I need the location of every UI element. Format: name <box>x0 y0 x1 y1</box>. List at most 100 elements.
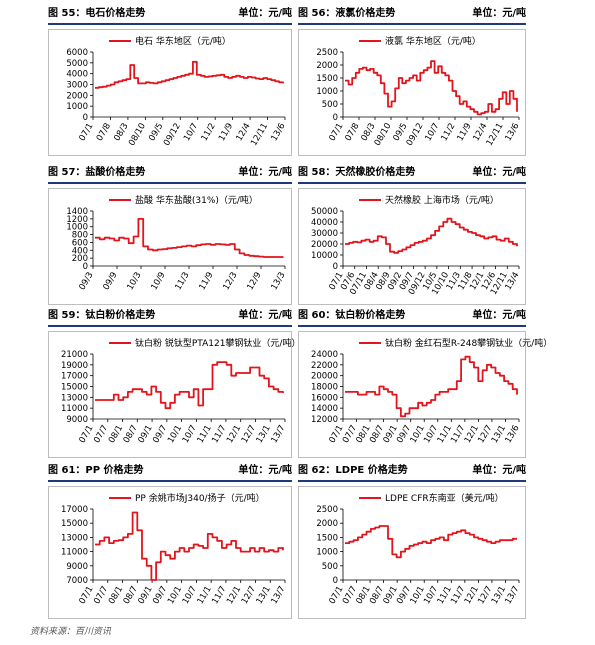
y-tick-label: 24000 <box>311 350 338 360</box>
y-tick-label: 22000 <box>311 361 338 371</box>
y-tick-label: 2000 <box>316 519 338 529</box>
y-tick-label: 2500 <box>316 505 338 515</box>
chart-frame: LDPE CFR东南亚（美元/吨） 2500 2000 1500 1000 500 0 07/… <box>298 486 526 619</box>
chart-unit: 单位：元/吨 <box>238 465 292 476</box>
x-tick-label: 07/1 <box>77 585 95 607</box>
y-tick-label: 0 <box>333 576 338 586</box>
x-tick-label: 12/7 <box>240 585 258 607</box>
chart-header: 图 62：LDPE 价格走势 单位：元/吨 <box>298 463 526 479</box>
chart-title: 图 55：电石价格走势 <box>48 8 146 19</box>
x-tick-label: 09/12 <box>405 122 426 148</box>
y-tick-label: 3000 <box>66 81 88 91</box>
y-tick-label: 1400 <box>66 207 88 217</box>
y-tick-label: 1000 <box>66 102 88 112</box>
x-tick-label: 13/6 <box>269 122 287 144</box>
x-tick-label: 09/3 <box>77 271 95 293</box>
y-tick-label: 9000 <box>66 415 88 425</box>
y-tick-label: 6000 <box>66 48 88 58</box>
y-tick-label: 21000 <box>61 350 88 360</box>
x-tick-label: 07/1 <box>77 122 95 144</box>
y-tick-label: 2500 <box>316 48 338 58</box>
y-tick-label: 11000 <box>61 548 88 558</box>
chart-header: 图 57：盐酸价格走势 单位：元/吨 <box>48 165 292 181</box>
y-tick-label: 11000 <box>61 404 88 414</box>
y-tick-label: 12000 <box>311 415 338 425</box>
x-tick-label: 11/9 <box>217 122 235 144</box>
x-tick-label: 11/2 <box>200 122 218 144</box>
panel-6: 图 61：PP 价格走势 单位：元/吨 PP 余姚市场J340/扬子（元/吨） 170… <box>48 463 292 619</box>
y-tick-label: 20000 <box>311 372 338 382</box>
x-tick-label: 08/7 <box>122 585 140 607</box>
chart-header: 图 59：钛白粉价格走势 单位：元/吨 <box>48 308 292 324</box>
series-line <box>95 218 284 258</box>
line-chart: 钛白粉 金红石型R-248攀钢钛业（元/吨） 240002200020000180… <box>311 337 552 445</box>
x-tick-label: 09/7 <box>151 585 169 607</box>
y-tick-label: 600 <box>72 238 88 248</box>
chart-header: 图 55：电石价格走势 单位：元/吨 <box>48 6 292 22</box>
x-tick-label: 07/7 <box>92 585 110 607</box>
y-tick-label: 2000 <box>316 61 338 71</box>
header-rule <box>48 182 292 184</box>
chart-unit: 单位：元/吨 <box>472 465 526 476</box>
line-chart: LDPE CFR东南亚（美元/吨）2500200015001000500007/… <box>316 492 521 607</box>
chart-title: 图 58：天然橡胶价格走势 <box>298 167 416 178</box>
chart-unit: 单位：元/吨 <box>472 167 526 178</box>
y-tick-label: 13000 <box>61 533 88 543</box>
y-tick-label: 200 <box>72 254 88 264</box>
x-tick-label: 13/7 <box>269 585 287 607</box>
x-tick-label: 08/10 <box>373 122 394 148</box>
panel-0: 图 55：电石价格走势 单位：元/吨电石 华东地区（元/吨） 6000 5000 400… <box>48 6 292 156</box>
panel-3: 图 58：天然橡胶价格走势 单位：元/吨天然橡胶 上海市场（元/吨） 50000 40… <box>298 165 526 305</box>
series-line <box>95 60 284 89</box>
x-tick-label: 07/7 <box>92 424 110 446</box>
x-tick-label: 13/1 <box>255 585 273 607</box>
y-tick-label: 40000 <box>311 218 338 228</box>
x-tick-label: 11/9 <box>197 271 215 293</box>
panel-7: 图 62：LDPE 价格走势 单位：元/吨 LDPE CFR东南亚（美元/吨） 250… <box>298 463 526 619</box>
line-chart: PP 余姚市场J340/扬子（元/吨） 17000 15000 13000 11000 9… <box>61 492 288 607</box>
series-line <box>345 217 518 254</box>
x-tick-label: 11/7 <box>210 424 228 446</box>
y-tick-label: 20000 <box>311 240 338 250</box>
chart-title: 图 57：盐酸价格走势 <box>48 167 146 178</box>
header-rule <box>298 182 526 184</box>
x-tick-label: 08/10 <box>127 122 148 148</box>
legend-label: 钛白粉 金红石型R-248攀钢钛业（元/吨） <box>385 337 552 349</box>
header-rule <box>48 480 292 482</box>
y-tick-label: 1000 <box>66 223 88 233</box>
y-tick-label: 5000 <box>66 59 88 69</box>
chart-header: 图 61：PP 价格走势 单位：元/吨 <box>48 463 292 479</box>
chart-unit: 单位：元/吨 <box>238 167 292 178</box>
panel-4: 图 59：钛白粉价格走势 单位：元/吨 钛白粉 锐钛型PTA121攀钢钛业（元/吨）… <box>48 308 300 458</box>
series-line <box>345 525 517 559</box>
line-chart: 电石 华东地区（元/吨）600050004000300020001000007/… <box>66 35 287 148</box>
header-rule <box>48 325 292 327</box>
x-tick-label: 09/9 <box>101 271 119 293</box>
x-tick-label: 10/7 <box>423 122 441 144</box>
legend-label: PP 余姚市场J340/扬子（元/吨） <box>135 492 265 504</box>
x-tick-label: 10/7 <box>182 122 200 144</box>
x-tick-label: 12/11 <box>485 122 506 148</box>
chart-title: 图 62：LDPE 价格走势 <box>298 465 408 476</box>
line-chart: 天然橡胶 上海市场（元/吨） 50000400003000020000100000… <box>311 194 522 297</box>
chart-frame: 天然橡胶 上海市场（元/吨） 50000 40000 30000 20000 10000 0… <box>298 188 526 305</box>
chart-header: 图 58：天然橡胶价格走势 单位：元/吨 <box>298 165 526 181</box>
x-tick-label: 08/7 <box>122 424 140 446</box>
x-tick-label: 13/7 <box>503 585 521 607</box>
y-tick-label: 10000 <box>311 251 338 261</box>
chart-title: 图 61：PP 价格走势 <box>48 465 144 476</box>
x-tick-label: 08/1 <box>107 424 125 446</box>
x-tick-label: 12/1 <box>225 424 243 446</box>
y-tick-label: 800 <box>72 231 88 241</box>
x-tick-label: 07/8 <box>95 122 113 144</box>
panel-2: 图 57：盐酸价格走势 单位：元/吨 盐酸 华东盐酸(31%)（元/吨） 1400 12… <box>48 165 292 305</box>
x-tick-label: 13/6 <box>503 122 521 144</box>
header-rule <box>298 23 526 25</box>
x-tick-label: 10/1 <box>166 585 184 607</box>
chart-title: 图 56：液氯价格走势 <box>298 8 396 19</box>
x-tick-label: 10/1 <box>166 424 184 446</box>
x-tick-label: 09/1 <box>136 585 154 607</box>
legend-label: 天然橡胶 上海市场（元/吨） <box>385 194 499 206</box>
x-tick-label: 10/9 <box>149 271 167 293</box>
x-tick-label: 12/3 <box>221 271 239 293</box>
